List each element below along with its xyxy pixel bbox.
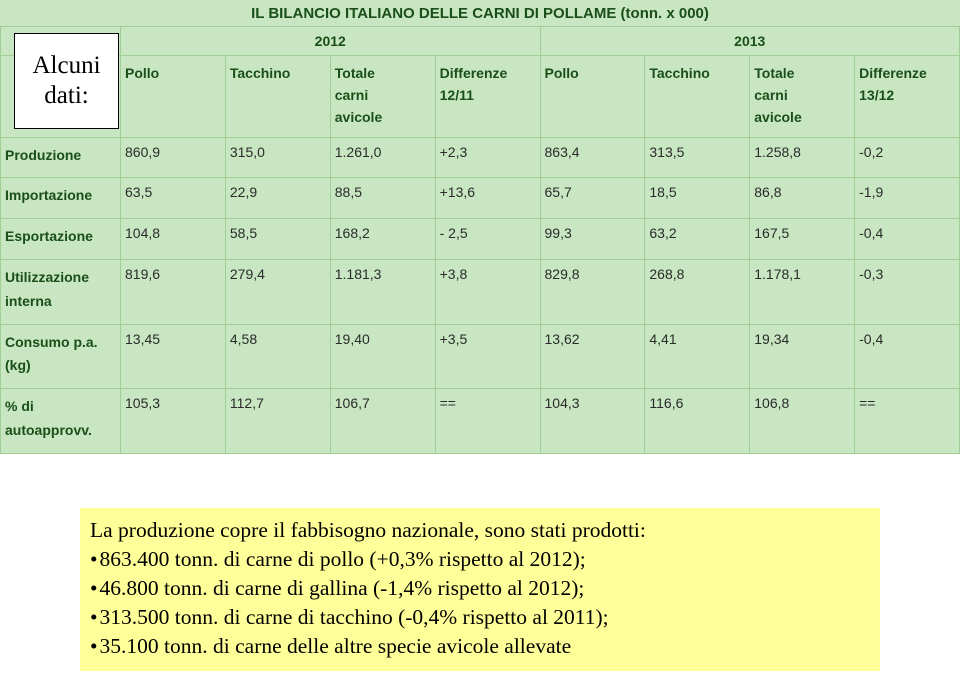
data-cell: 13,45 <box>121 324 226 389</box>
data-cell: 1.258,8 <box>750 137 855 178</box>
table-row: Importazione63,522,988,5+13,665,718,586,… <box>1 178 960 219</box>
data-cell: 112,7 <box>225 389 330 454</box>
data-cell: 860,9 <box>121 137 226 178</box>
data-cell: 1.261,0 <box>330 137 435 178</box>
row-label: Produzione <box>1 137 121 178</box>
table-row: Produzione860,9315,01.261,0+2,3863,4313,… <box>1 137 960 178</box>
data-cell: 99,3 <box>540 219 645 260</box>
data-cell: == <box>435 389 540 454</box>
overlay-box: Alcuni dati: <box>14 33 119 129</box>
row-label: Consumo p.a. (kg) <box>1 324 121 389</box>
table-title: IL BILANCIO ITALIANO DELLE CARNI DI POLL… <box>0 0 960 26</box>
row-label: Esportazione <box>1 219 121 260</box>
data-cell: 4,41 <box>645 324 750 389</box>
data-cell: 167,5 <box>750 219 855 260</box>
list-item: 46.800 tonn. di carne di gallina (-1,4% … <box>90 574 870 603</box>
data-cell: -1,9 <box>855 178 960 219</box>
overlay-line2: dati: <box>44 81 88 111</box>
bullets-lead: La produzione copre il fabbisogno nazion… <box>90 516 870 545</box>
data-cell: 829,8 <box>540 260 645 325</box>
data-cell: 1.178,1 <box>750 260 855 325</box>
data-cell: -0,3 <box>855 260 960 325</box>
table-body: Produzione860,9315,01.261,0+2,3863,4313,… <box>1 137 960 453</box>
data-cell: 22,9 <box>225 178 330 219</box>
sub-col: Totale carni avicole <box>750 55 855 137</box>
data-cell: 13,62 <box>540 324 645 389</box>
data-cell: 63,2 <box>645 219 750 260</box>
data-cell: -0,2 <box>855 137 960 178</box>
table-row: Consumo p.a. (kg)13,454,5819,40+3,513,62… <box>1 324 960 389</box>
data-cell: 279,4 <box>225 260 330 325</box>
data-cell: 819,6 <box>121 260 226 325</box>
data-cell: == <box>855 389 960 454</box>
data-cell: 268,8 <box>645 260 750 325</box>
row-label: Utilizzazione interna <box>1 260 121 325</box>
data-cell: 19,40 <box>330 324 435 389</box>
data-cell: 863,4 <box>540 137 645 178</box>
data-cell: -0,4 <box>855 219 960 260</box>
data-cell: 168,2 <box>330 219 435 260</box>
sub-col: Totale carni avicole <box>330 55 435 137</box>
year-header-2: 2013 <box>540 26 960 55</box>
data-cell: - 2,5 <box>435 219 540 260</box>
table-year-row: 2012 2013 <box>1 26 960 55</box>
data-cell: 104,8 <box>121 219 226 260</box>
data-cell: +2,3 <box>435 137 540 178</box>
data-cell: 18,5 <box>645 178 750 219</box>
data-cell: +13,6 <box>435 178 540 219</box>
data-cell: 1.181,3 <box>330 260 435 325</box>
table-row: Utilizzazione interna819,6279,41.181,3+3… <box>1 260 960 325</box>
data-cell: 19,34 <box>750 324 855 389</box>
list-item: 313.500 tonn. di carne di tacchino (-0,4… <box>90 603 870 632</box>
data-cell: 58,5 <box>225 219 330 260</box>
data-cell: 105,3 <box>121 389 226 454</box>
sub-col: Tacchino <box>645 55 750 137</box>
sub-col: Differenze 13/12 <box>855 55 960 137</box>
sub-col: Tacchino <box>225 55 330 137</box>
data-cell: 104,3 <box>540 389 645 454</box>
row-label: % di autoapprovv. <box>1 389 121 454</box>
data-cell: 86,8 <box>750 178 855 219</box>
table-row: Esportazione104,858,5168,2- 2,599,363,21… <box>1 219 960 260</box>
sub-col: Pollo <box>540 55 645 137</box>
bullets-list: 863.400 tonn. di carne di pollo (+0,3% r… <box>90 545 870 661</box>
data-cell: 106,8 <box>750 389 855 454</box>
data-table: 2012 2013 Pollo Tacchino Totale carni av… <box>0 26 960 454</box>
data-cell: 63,5 <box>121 178 226 219</box>
data-cell: 65,7 <box>540 178 645 219</box>
bullets-panel: La produzione copre il fabbisogno nazion… <box>80 508 880 671</box>
table-row: % di autoapprovv.105,3112,7106,7==104,31… <box>1 389 960 454</box>
list-item: 863.400 tonn. di carne di pollo (+0,3% r… <box>90 545 870 574</box>
data-cell: 313,5 <box>645 137 750 178</box>
data-cell: 106,7 <box>330 389 435 454</box>
data-cell: +3,8 <box>435 260 540 325</box>
page: IL BILANCIO ITALIANO DELLE CARNI DI POLL… <box>0 0 960 699</box>
data-cell: 4,58 <box>225 324 330 389</box>
table-subheader-row: Pollo Tacchino Totale carni avicole Diff… <box>1 55 960 137</box>
data-cell: -0,4 <box>855 324 960 389</box>
sub-col: Pollo <box>121 55 226 137</box>
overlay-line1: Alcuni <box>32 51 100 81</box>
data-cell: 315,0 <box>225 137 330 178</box>
list-item: 35.100 tonn. di carne delle altre specie… <box>90 632 870 661</box>
data-cell: 116,6 <box>645 389 750 454</box>
row-label: Importazione <box>1 178 121 219</box>
data-cell: +3,5 <box>435 324 540 389</box>
data-cell: 88,5 <box>330 178 435 219</box>
sub-col: Differenze 12/11 <box>435 55 540 137</box>
year-header-1: 2012 <box>121 26 541 55</box>
